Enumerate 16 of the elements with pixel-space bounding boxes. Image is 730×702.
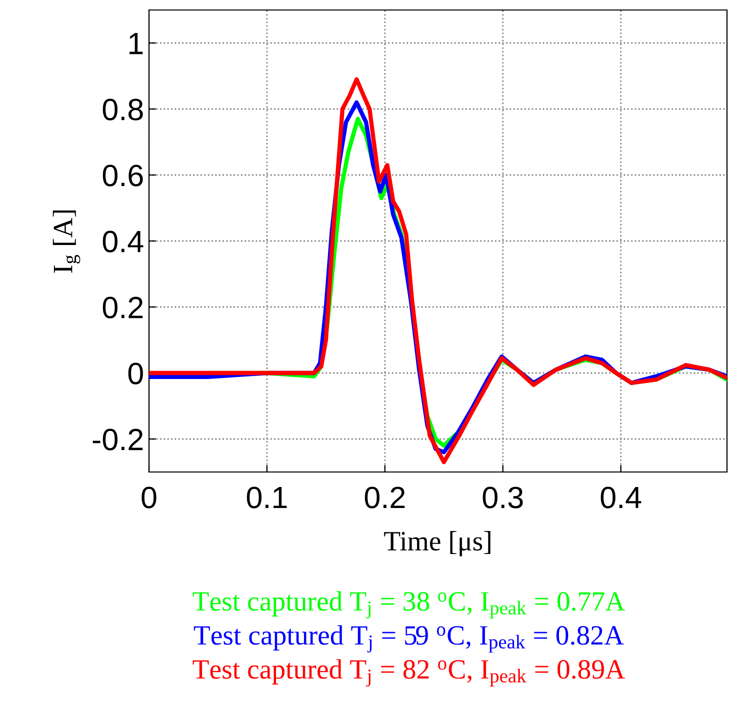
text: Test captured T$_{j}$ = 82 $^{o}$C, I$_{peak}$ = 0.89A [192, 659, 625, 686]
y-tick-label: 0.2 [102, 296, 143, 318]
x-tick-label: 0.4 [600, 486, 642, 508]
y-tick-label: 0.4 [102, 230, 144, 252]
x-axis-title: Time [μs] [384, 531, 490, 556]
y-tick-label: 0 [128, 362, 143, 384]
y-tick-label: 1 [129, 33, 143, 54]
text: Test captured T$_{j}$ = 59 $^{o}$C, I$_{peak}$ = 0.82A [194, 625, 624, 652]
y-tick-label: 0.6 [102, 164, 143, 186]
x-tick-label: 0.1 [246, 486, 287, 508]
text: Test captured T$_{j}$ = 38 $^{o}$C, I$_{peak}$ = 0.77A [192, 591, 625, 618]
y-tick-label: 0.8 [102, 98, 143, 120]
y-tick-label: -0.2 [92, 428, 143, 450]
x-tick-label: 0.3 [482, 486, 523, 508]
x-tick-label: 0.2 [364, 486, 405, 508]
y-axis-title: I$_{g}$ [A] [52, 210, 80, 273]
